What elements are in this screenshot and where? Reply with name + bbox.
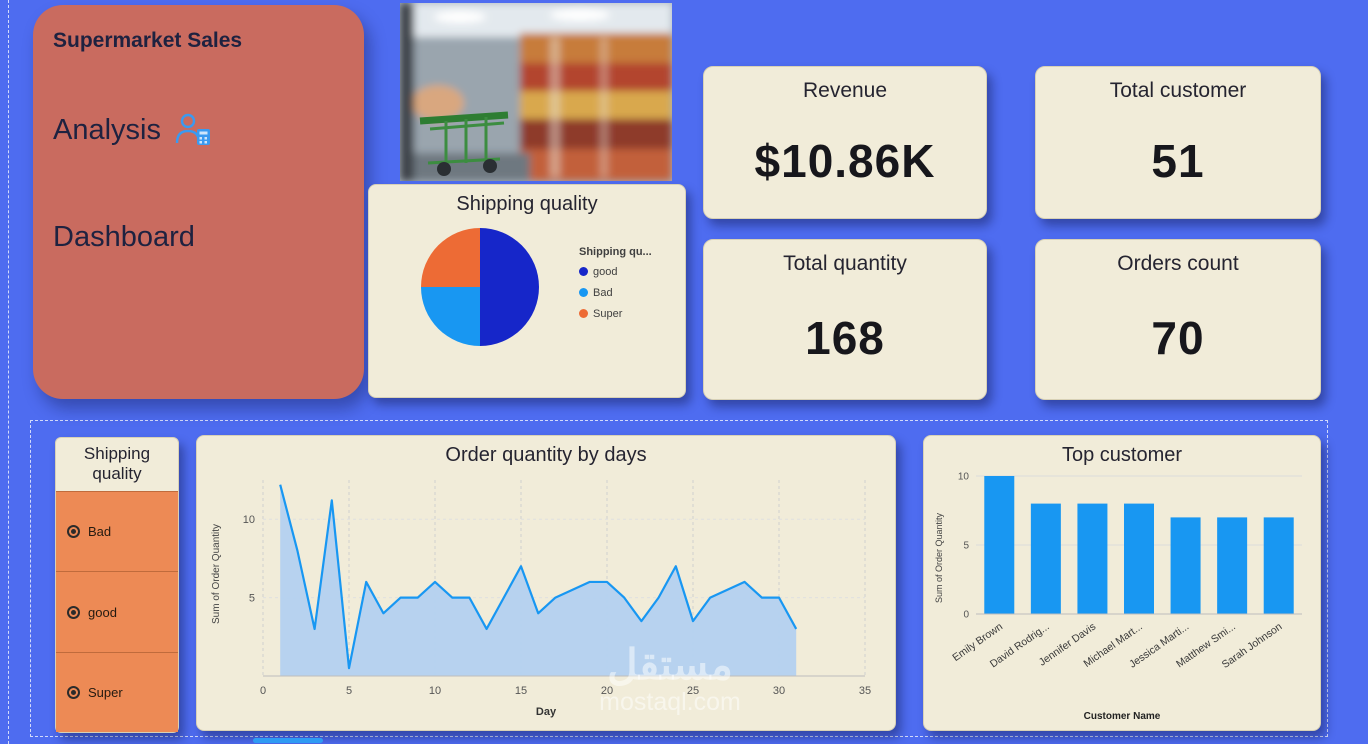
slicer-option-super[interactable]: Super	[56, 651, 178, 732]
svg-text:30: 30	[773, 685, 785, 697]
slicer-options: Bad good Super	[56, 491, 178, 732]
svg-text:25: 25	[687, 685, 699, 697]
svg-text:0: 0	[963, 610, 969, 621]
kpi-total-customer-label: Total customer	[1109, 79, 1247, 102]
pie-chart-title: Shipping quality	[456, 193, 598, 215]
svg-text:15: 15	[515, 685, 527, 697]
kpi-card-revenue: Revenue $10.86K	[703, 66, 987, 219]
slicer-option-good-label: good	[88, 604, 117, 620]
radio-icon-super[interactable]	[67, 685, 80, 699]
svg-text:5: 5	[346, 685, 352, 697]
line-chart-ylabel: Sum of Order Quantity	[211, 523, 222, 625]
kpi-orders-count-value: 70	[1151, 311, 1205, 364]
bar-chart-xlabel: Customer Name	[1083, 711, 1161, 722]
kpi-card-total-quantity: Total quantity 168	[703, 239, 987, 400]
good-color-dot	[579, 267, 588, 276]
top-customer-card: Top customer 0 5 10 Emily Brown David Rodrig…	[923, 435, 1321, 731]
svg-text:20: 20	[601, 685, 613, 697]
selection-guide-left	[8, 0, 9, 744]
kpi-orders-count-label: Orders count	[1117, 252, 1239, 275]
dashboard-title: Supermarket Sales	[53, 29, 243, 52]
pie-chart[interactable]	[421, 228, 539, 346]
shipping-quality-slicer: Shipping quality Bad good Super	[55, 437, 179, 733]
svg-text:35: 35	[859, 685, 871, 697]
slicer-option-good[interactable]: good	[56, 571, 178, 652]
horizontal-scrollbar-thumb[interactable]	[253, 738, 323, 743]
svg-text:10: 10	[958, 472, 970, 483]
legend-label-bad: Bad	[593, 286, 613, 299]
line-chart-title: Order quantity by days	[445, 444, 647, 466]
slicer-option-bad[interactable]: Bad	[56, 491, 178, 572]
line-chart-xlabel: Day	[535, 706, 557, 718]
shipping-quality-pie-card: Shipping quality Shipping qu... good Bad…	[368, 184, 686, 398]
pie-legend-title: Shipping qu...	[579, 245, 652, 258]
kpi-card-total-customer: Total customer 51	[1035, 66, 1321, 219]
svg-text:5: 5	[249, 593, 255, 605]
slicer-option-super-label: Super	[88, 684, 123, 700]
bar-chart-ylabel: Sum of Order Quantity	[934, 512, 944, 604]
radio-icon-good[interactable]	[67, 605, 80, 619]
bar-chart-title: Top customer	[1061, 444, 1183, 466]
svg-text:10: 10	[429, 685, 441, 697]
supermarket-photo	[400, 3, 672, 181]
analyst-icon	[175, 113, 210, 145]
radio-icon-bad[interactable]	[67, 525, 80, 539]
title-card: Supermarket Sales Analysis Dashboard	[33, 5, 364, 399]
kpi-total-customer-value: 51	[1151, 134, 1205, 187]
line-chart-svg[interactable]: 0 5 10 15 20 25 30 35 5 10	[205, 472, 889, 724]
kpi-total-quantity-value: 168	[805, 311, 885, 364]
kpi-revenue-value: $10.86K	[754, 134, 936, 187]
dashboard-subtitle: Analysis	[53, 111, 344, 149]
bad-color-dot	[579, 288, 588, 297]
kpi-total-quantity-label: Total quantity	[783, 252, 907, 275]
analysis-label: Analysis	[53, 113, 161, 146]
legend-label-super: Super	[593, 307, 623, 320]
order-quantity-by-days-card: Order quantity by days 0 5 10 15 20 25 30 35 5 10…	[196, 435, 896, 731]
legend-label-good: good	[593, 265, 618, 278]
svg-text:5: 5	[963, 541, 969, 552]
slicer-option-bad-label: Bad	[88, 524, 112, 540]
dashboard-subtitle2: Dashboard	[53, 221, 195, 253]
legend-item-bad[interactable]: Bad	[579, 287, 652, 299]
legend-item-super[interactable]: Super	[579, 308, 652, 320]
svg-text:10: 10	[243, 514, 255, 526]
pie-legend: Shipping qu... good Bad Super	[579, 246, 652, 329]
kpi-card-orders-count: Orders count 70	[1035, 239, 1321, 400]
super-color-dot	[579, 309, 588, 318]
legend-item-good[interactable]: good	[579, 266, 652, 278]
svg-text:0: 0	[260, 685, 266, 697]
kpi-revenue-label: Revenue	[802, 79, 888, 102]
slicer-title: Shipping quality	[83, 444, 151, 483]
